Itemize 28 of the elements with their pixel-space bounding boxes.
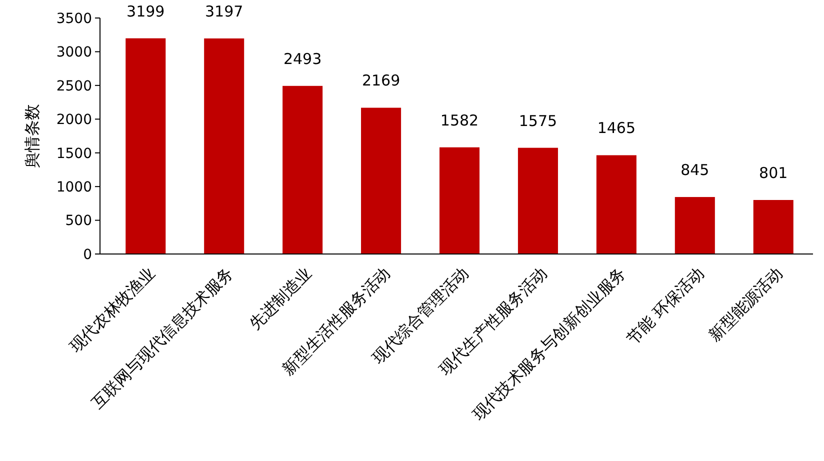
bar bbox=[126, 38, 166, 254]
bar bbox=[204, 38, 244, 254]
data-label: 3199 bbox=[126, 2, 165, 20]
y-tick-label: 2000 bbox=[56, 112, 92, 128]
y-tick-label: 3500 bbox=[56, 10, 92, 27]
x-tick-label: 先进制造业 bbox=[245, 263, 316, 334]
data-label: 2493 bbox=[283, 50, 322, 68]
bar bbox=[596, 155, 636, 254]
y-axis-title: 舆情条数 bbox=[22, 104, 42, 168]
bar bbox=[753, 200, 794, 254]
y-tick-label: 500 bbox=[65, 213, 92, 230]
y-tick-label: 0 bbox=[83, 246, 92, 263]
data-label: 1465 bbox=[597, 119, 636, 138]
y-tick-label: 2500 bbox=[56, 78, 92, 94]
y-tick-label: 1000 bbox=[56, 179, 92, 196]
bar bbox=[282, 86, 323, 254]
bar bbox=[674, 197, 715, 254]
bar bbox=[518, 148, 558, 254]
data-label: 801 bbox=[759, 164, 788, 182]
y-tick-label: 1500 bbox=[56, 146, 92, 162]
data-label: 845 bbox=[680, 161, 710, 180]
bar bbox=[439, 147, 480, 254]
data-label: 1575 bbox=[518, 112, 558, 130]
data-label: 2169 bbox=[362, 72, 400, 90]
data-label: 1582 bbox=[440, 111, 479, 130]
bar bbox=[361, 108, 402, 254]
y-tick-label: 3000 bbox=[56, 44, 92, 61]
data-label: 3197 bbox=[205, 2, 244, 20]
